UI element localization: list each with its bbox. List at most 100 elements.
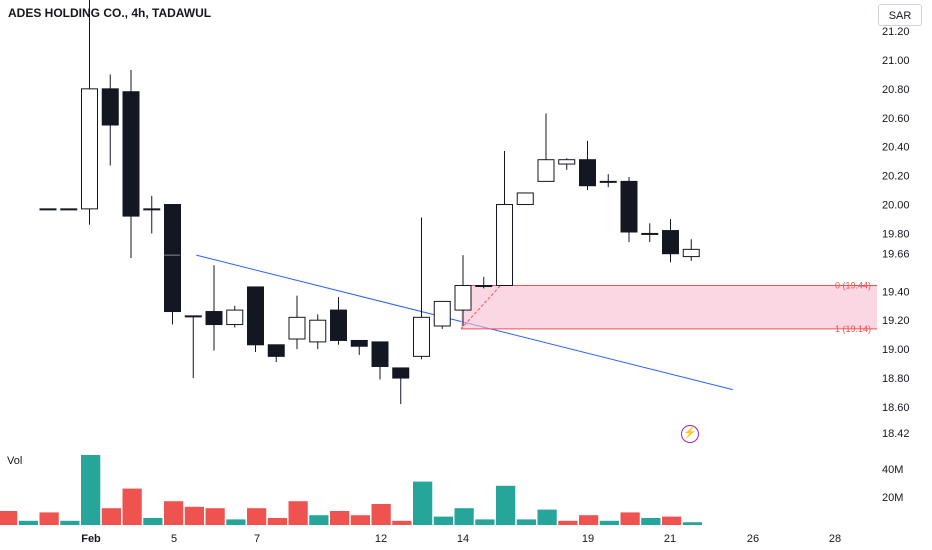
- candle-body: [558, 159, 576, 165]
- candle-body: [516, 192, 534, 206]
- volume-bar: [122, 488, 142, 525]
- x-axis-tick-label: 7: [254, 533, 260, 545]
- candle-body: [164, 204, 181, 313]
- y-axis-tick-label: 21.20: [882, 26, 910, 38]
- volume-bar: [81, 455, 101, 525]
- candle-body: [81, 88, 98, 210]
- y-axis-tick-label: 18.60: [882, 402, 910, 414]
- volume-bar: [413, 481, 433, 525]
- x-axis-tick-label: 12: [375, 533, 387, 545]
- candle-body: [60, 208, 78, 211]
- volume-bar: [641, 518, 661, 525]
- x-axis-tick-label: 28: [829, 533, 841, 545]
- candle-body: [620, 180, 638, 233]
- y-axis-tick-label: 20.80: [882, 84, 910, 96]
- x-axis-tick-label: 21: [664, 533, 676, 545]
- volume-axis-tick-label: 40M: [882, 464, 903, 476]
- volume-bar: [164, 501, 184, 525]
- candle-body: [579, 159, 596, 187]
- x-axis-tick-label: 5: [171, 533, 177, 545]
- candle-body: [350, 339, 368, 347]
- volume-label: Vol: [7, 455, 23, 467]
- volume-bar: [454, 508, 474, 525]
- lightning-bolt-icon[interactable]: ⚡: [681, 425, 699, 443]
- candle-body: [433, 300, 451, 327]
- candle-body: [371, 341, 389, 367]
- candle-body: [122, 91, 140, 217]
- candle-body: [205, 311, 223, 326]
- currency-selector[interactable]: SAR: [878, 4, 922, 26]
- y-axis-tick-label: 20.60: [882, 113, 910, 125]
- volume-bar: [267, 518, 287, 525]
- y-axis-tick-label: 18.42: [882, 428, 910, 440]
- volume-bar: [184, 506, 204, 525]
- volume-bar: [350, 515, 370, 525]
- volume-bar: [599, 520, 619, 525]
- fib-zone: [461, 285, 877, 329]
- volume-bar: [101, 508, 121, 525]
- y-axis-tick-label: 20.20: [882, 171, 910, 183]
- y-axis-tick-label: 19.80: [882, 228, 910, 240]
- candle-body: [662, 230, 679, 255]
- volume-bar: [558, 520, 578, 525]
- volume-bar: [0, 511, 18, 525]
- x-axis-tick-label: 14: [457, 533, 469, 545]
- candle-body: [267, 344, 285, 357]
- candle-body: [288, 316, 306, 340]
- candle-body: [309, 319, 327, 343]
- volume-bar: [18, 520, 38, 525]
- volume-bar: [496, 485, 516, 525]
- volume-bar: [433, 516, 453, 525]
- candle-body: [641, 232, 659, 235]
- x-axis-tick-label: 19: [582, 533, 594, 545]
- volume-bar: [682, 522, 702, 525]
- x-axis-tick-label: Feb: [81, 533, 101, 545]
- candle-body: [330, 309, 347, 341]
- candle-body: [247, 286, 264, 346]
- volume-bar: [537, 509, 557, 525]
- candle-body: [143, 208, 161, 211]
- fib-label-1: 1 (19.14): [835, 324, 871, 334]
- volume-bar: [205, 508, 225, 525]
- candle-body: [39, 208, 57, 211]
- y-axis-tick-label: 19.66: [882, 249, 910, 261]
- candle-body: [682, 248, 700, 258]
- volume-bar: [330, 511, 350, 525]
- volume-bar: [516, 519, 536, 525]
- volume-bar: [247, 508, 267, 525]
- y-axis-tick-label: 21.00: [882, 55, 910, 67]
- volume-bar: [39, 512, 59, 525]
- y-axis-tick-label: 20.00: [882, 200, 910, 212]
- y-axis-tick-label: 19.00: [882, 344, 910, 356]
- candle-body: [184, 315, 202, 318]
- volume-bar: [620, 512, 640, 525]
- chart-title: ADES HOLDING CO., 4h, TADAWUL: [8, 6, 212, 20]
- candle-body: [454, 285, 472, 311]
- candle-body: [537, 159, 555, 182]
- x-axis-tick-label: 26: [747, 533, 759, 545]
- candle-body: [101, 88, 119, 126]
- candle-body: [475, 285, 493, 288]
- volume-bar: [475, 519, 495, 525]
- candle-body: [413, 316, 430, 357]
- candle-body: [599, 180, 617, 183]
- volume-bar: [226, 519, 246, 525]
- candle-body: [392, 367, 410, 379]
- volume-bar: [60, 520, 80, 525]
- volume-bar: [371, 504, 391, 525]
- volume-bar: [143, 518, 163, 525]
- y-axis-tick-label: 19.40: [882, 286, 910, 298]
- volume-bar: [662, 516, 682, 525]
- fib-label-0: 0 (19.44): [835, 281, 871, 291]
- volume-bar: [309, 515, 329, 525]
- candle-body: [226, 309, 244, 326]
- candle-body: [496, 204, 513, 287]
- volume-bar: [288, 501, 308, 525]
- y-axis-tick-label: 18.80: [882, 373, 910, 385]
- y-axis-tick-label: 19.20: [882, 315, 910, 327]
- volume-bar: [579, 515, 599, 525]
- volume-axis-tick-label: 20M: [882, 492, 903, 504]
- volume-bar: [392, 520, 412, 525]
- y-axis-tick-label: 20.40: [882, 142, 910, 154]
